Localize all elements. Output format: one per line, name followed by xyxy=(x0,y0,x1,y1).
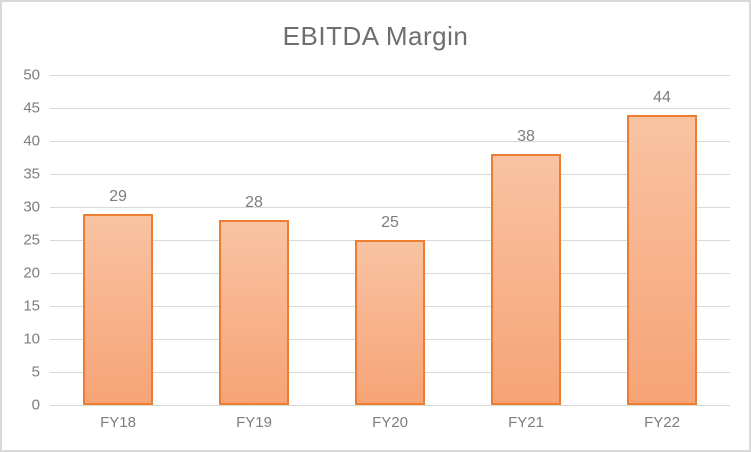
gridline xyxy=(50,140,730,142)
y-axis-tick-label: 20 xyxy=(23,264,40,282)
x-axis-tick-label: FY22 xyxy=(644,414,680,431)
y-axis-tick-label: 45 xyxy=(23,99,40,117)
data-label: 44 xyxy=(653,88,671,106)
bar xyxy=(219,220,289,405)
y-axis-tick-label: 25 xyxy=(23,231,40,249)
bar xyxy=(83,213,153,405)
y-axis-tick-label: 10 xyxy=(23,330,40,348)
x-axis-tick-label: FY18 xyxy=(100,414,136,431)
y-axis-tick-label: 50 xyxy=(23,66,40,84)
gridline xyxy=(50,74,730,76)
y-axis-tick-label: 35 xyxy=(23,165,40,183)
gridline xyxy=(50,107,730,109)
data-label: 38 xyxy=(517,128,535,146)
bar xyxy=(627,114,697,405)
data-label: 29 xyxy=(109,187,127,205)
x-axis-tick-label: FY20 xyxy=(372,414,408,431)
bar xyxy=(355,240,425,405)
x-axis-line xyxy=(50,404,730,406)
x-axis-tick-label: FY21 xyxy=(508,414,544,431)
y-axis-tick-label: 40 xyxy=(23,132,40,150)
gridline xyxy=(50,173,730,175)
y-axis-tick-label: 15 xyxy=(23,297,40,315)
chart-title: EBITDA Margin xyxy=(282,21,469,51)
y-axis-tick-label: 0 xyxy=(31,396,40,414)
data-label: 28 xyxy=(245,194,263,212)
y-axis-tick-label: 30 xyxy=(23,198,40,216)
gridline xyxy=(50,206,730,208)
x-axis-tick-label: FY19 xyxy=(236,414,272,431)
y-axis-tick-label: 5 xyxy=(31,363,40,381)
data-label: 25 xyxy=(381,214,399,231)
bar xyxy=(491,154,561,405)
